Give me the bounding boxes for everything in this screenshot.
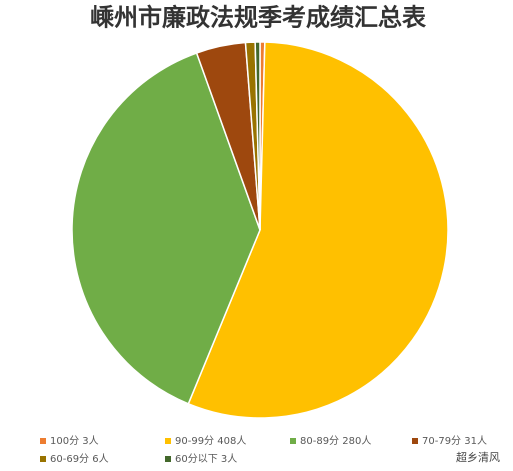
legend-label: 70-79分 31人 <box>422 435 487 447</box>
legend-swatch <box>165 456 171 462</box>
watermark: 超乡清风 <box>456 450 500 464</box>
legend-swatch <box>40 438 46 444</box>
pie-slice <box>71 52 261 405</box>
chart-title: 嵊州市廉政法规季考成绩汇总表 <box>90 3 427 32</box>
pie-slice <box>187 41 449 419</box>
pie-slice <box>254 41 261 231</box>
legend-swatch <box>290 438 296 444</box>
legend-swatch <box>412 438 418 444</box>
legend-label: 80-89分 280人 <box>300 435 371 447</box>
legend-label: 90-99分 408人 <box>175 435 246 447</box>
legend-label: 100分 3人 <box>50 435 99 447</box>
legend-label: 60-69分 6人 <box>50 453 109 465</box>
legend-label: 60分以下 3人 <box>175 453 237 465</box>
legend-swatch <box>165 438 171 444</box>
legend-swatch <box>40 456 46 462</box>
